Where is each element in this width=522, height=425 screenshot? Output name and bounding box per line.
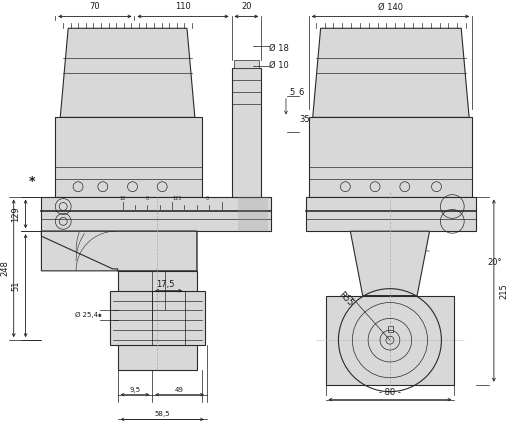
Polygon shape xyxy=(117,231,197,271)
Polygon shape xyxy=(313,28,469,117)
Text: R55: R55 xyxy=(336,289,354,308)
Text: 0: 0 xyxy=(205,196,208,201)
Text: 9,5: 9,5 xyxy=(129,387,140,393)
Text: *: * xyxy=(28,175,35,188)
Text: 51: 51 xyxy=(11,280,20,291)
Polygon shape xyxy=(350,231,430,296)
Text: - 80 -: - 80 - xyxy=(379,388,401,397)
Bar xyxy=(55,117,202,197)
Bar xyxy=(233,60,259,68)
Bar xyxy=(388,326,393,332)
Text: 20°: 20° xyxy=(487,258,502,267)
Text: 215: 215 xyxy=(499,283,508,298)
Text: 5: 5 xyxy=(289,88,294,97)
Bar xyxy=(41,197,271,231)
Text: 49: 49 xyxy=(175,387,184,393)
Text: 70: 70 xyxy=(90,3,100,11)
Text: Ø 140: Ø 140 xyxy=(378,3,403,11)
Text: 6: 6 xyxy=(299,88,304,97)
Text: 0: 0 xyxy=(146,196,149,201)
Text: 110: 110 xyxy=(175,3,191,11)
Polygon shape xyxy=(41,231,121,271)
Bar xyxy=(326,296,454,385)
Text: 17,5: 17,5 xyxy=(156,280,174,289)
Text: 248: 248 xyxy=(1,261,9,276)
Text: 58,5: 58,5 xyxy=(155,411,170,417)
Polygon shape xyxy=(41,231,197,271)
Text: 35: 35 xyxy=(299,115,310,124)
Text: 129: 129 xyxy=(11,206,20,222)
Text: Ø 18: Ø 18 xyxy=(269,44,289,53)
Text: Ø 10: Ø 10 xyxy=(269,60,289,69)
Text: 10: 10 xyxy=(120,196,126,201)
Text: Ø 25,4: Ø 25,4 xyxy=(75,312,98,318)
Bar xyxy=(309,117,472,197)
Bar xyxy=(110,291,205,345)
Bar xyxy=(232,68,261,197)
Text: 125: 125 xyxy=(172,196,182,201)
Polygon shape xyxy=(60,28,195,117)
Bar xyxy=(306,197,476,231)
Bar xyxy=(117,271,197,370)
Text: 20: 20 xyxy=(241,3,252,11)
